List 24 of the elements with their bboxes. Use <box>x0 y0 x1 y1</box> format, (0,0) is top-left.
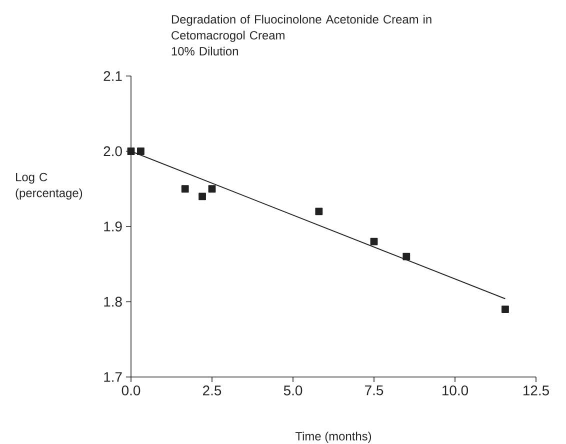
x-tick-label: 7.5 <box>365 386 384 396</box>
point <box>502 306 509 313</box>
x-tick-label: 0.0 <box>122 386 140 396</box>
point <box>402 252 410 260</box>
y-tick-label: 1.9 <box>104 222 122 232</box>
x-axis-title: Time (months) <box>295 432 372 443</box>
point <box>208 185 216 193</box>
chart-subtitle: 10% Dilution <box>172 46 238 56</box>
y-axis-title: Log C (percentage) <box>16 172 82 200</box>
y-tick-label: 1.8 <box>104 296 122 307</box>
point <box>181 185 189 193</box>
point <box>370 238 378 246</box>
x-tick-label: 2.5 <box>203 386 222 396</box>
y-tick-label: 1.7 <box>104 372 122 382</box>
y-tick-label: 2.1 <box>104 71 122 81</box>
chart-title: Degradation of Fluocinolone Acetonide Cream in Cetomacrogol Cream <box>172 14 432 42</box>
point <box>198 192 206 200</box>
x-tick-label: 5.0 <box>284 386 302 396</box>
x-tick-label: 10.0 <box>442 386 468 396</box>
point <box>137 148 144 155</box>
point <box>315 208 323 216</box>
point <box>127 148 135 155</box>
y-tick-label: 2.0 <box>104 146 122 156</box>
x-tick-label: 12.5 <box>523 386 549 396</box>
